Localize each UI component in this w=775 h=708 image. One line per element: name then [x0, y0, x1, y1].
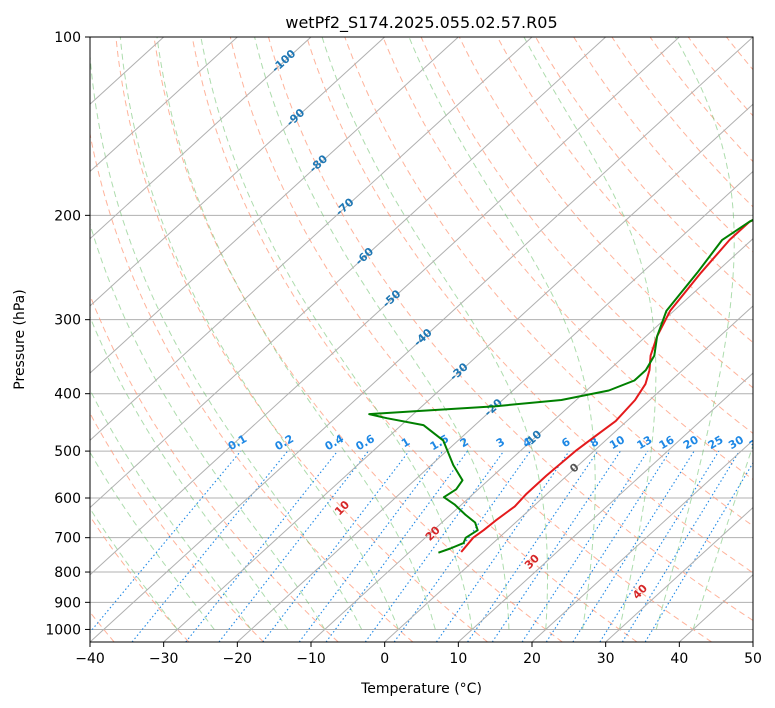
dry-adiabat-line [306, 37, 753, 574]
isotherm-line [90, 37, 680, 576]
x-tick-label: −10 [296, 651, 326, 667]
y-tick-label: 400 [54, 387, 81, 403]
isotherm-line [90, 37, 607, 509]
plot-area: -100-90-80-70-60-50-40-30-20-10010203040… [90, 37, 767, 642]
moist-adiabat-line [156, 37, 436, 630]
y-tick-label: 900 [54, 595, 81, 611]
mixing-ratio-line [185, 450, 339, 642]
moist-adiabat-line [90, 49, 363, 630]
x-tick-label: 0 [380, 651, 389, 667]
mixing-ratio-line [364, 450, 505, 642]
y-tick-label: 600 [54, 491, 81, 507]
mixing-ratio-line [644, 461, 753, 642]
mixing-ratio-lines [90, 450, 753, 642]
isotherm-line [605, 506, 753, 642]
mixing-ratio-line [393, 450, 531, 642]
x-axis-ticks: −40 −30 −20 −10 0 10 20 30 40 50 [75, 642, 762, 667]
y-tick-label: 200 [54, 208, 81, 224]
dry-adiabat-line [153, 37, 563, 642]
mixing-ratio-label: 36 [747, 433, 767, 452]
moist-adiabat-line [254, 37, 510, 630]
x-tick-label: 10 [449, 651, 467, 667]
isotherm-line [90, 37, 238, 173]
y-axis-ticks: 100 200 300 400 500 600 700 800 900 1000 [45, 30, 90, 638]
y-tick-label: 800 [54, 565, 81, 581]
dry-adiabat-line [268, 37, 753, 622]
moist-adiabats [90, 37, 753, 630]
isotherm-line [90, 37, 459, 374]
dewpoint-profile-line [368, 218, 753, 554]
moist-adiabat-line [90, 507, 178, 630]
profiles [368, 218, 753, 554]
dry-adiabat-line [458, 37, 753, 389]
mixing-ratio-line [218, 450, 369, 642]
y-tick-label: 300 [54, 313, 81, 329]
x-tick-label: 40 [670, 651, 688, 667]
x-tick-label: 30 [597, 651, 615, 667]
isotherm-line [90, 37, 386, 307]
dry-adiabat-line [115, 37, 488, 642]
x-axis-label: Temperature (°C) [360, 681, 482, 697]
moist-adiabat-line [90, 451, 215, 630]
y-tick-label: 700 [54, 531, 81, 547]
x-tick-label: 50 [744, 651, 762, 667]
mixing-ratio-line [621, 450, 740, 642]
moist-adiabat-line [90, 388, 252, 630]
isotherm-line [90, 37, 312, 240]
isotherm-line [457, 372, 753, 642]
x-tick-label: −40 [75, 651, 105, 667]
y-tick-label: 100 [54, 30, 81, 46]
pressure-gridlines [90, 37, 753, 630]
isotherm-line [163, 103, 753, 642]
dry-adiabat-line [420, 37, 753, 434]
moist-adiabat-line [90, 315, 289, 630]
dry-adiabat-line [90, 131, 414, 642]
moist-adiabat-line [119, 37, 399, 630]
dry-adiabat-line [649, 37, 753, 163]
mixing-ratio-line [467, 450, 599, 642]
mixing-ratio-line [572, 450, 695, 642]
moist-adiabat-line [655, 37, 735, 630]
plot-frame [89, 36, 754, 643]
isotherm-line [90, 37, 533, 442]
chart-title: wetPf2_S174.2025.055.02.57.R05 [285, 13, 557, 33]
moist-adiabat-line [200, 37, 473, 630]
y-tick-label: 1000 [45, 622, 81, 638]
x-tick-label: 20 [523, 651, 541, 667]
x-tick-label: −30 [149, 651, 179, 667]
isotherms [90, 37, 753, 642]
dry-adiabat-line [229, 37, 712, 642]
x-tick-label: −20 [223, 651, 253, 667]
mixing-ratio-line [90, 450, 242, 634]
isotherm-line [310, 237, 753, 642]
isotherm-line [90, 37, 753, 642]
y-axis-label: Pressure (hPa) [12, 289, 28, 389]
moist-adiabat-line [523, 37, 657, 630]
isotherm-line [531, 439, 753, 642]
mixing-ratio-line [262, 450, 410, 642]
dry-adiabat-line [382, 37, 753, 481]
moist-adiabat-line [408, 37, 596, 630]
dry-adiabat-line [496, 37, 753, 344]
temperature-profile-line [460, 219, 753, 553]
dry-adiabat-line [191, 37, 638, 642]
isotherm-line [384, 305, 753, 642]
moist-adiabat-line [321, 37, 548, 630]
mixing-ratio-line [599, 450, 720, 642]
dry-adiabat-line [90, 293, 339, 642]
dry-adiabat-line [344, 37, 753, 527]
dry-adiabat-line [90, 412, 264, 642]
dry-adiabat-line [573, 37, 753, 253]
isotherm-line [236, 170, 753, 642]
y-tick-label: 500 [54, 444, 81, 460]
moist-adiabat-line [692, 443, 753, 630]
mixing-ratio-line [435, 450, 570, 642]
mixing-ratio-line [131, 450, 289, 642]
dry-adiabats [90, 37, 753, 642]
